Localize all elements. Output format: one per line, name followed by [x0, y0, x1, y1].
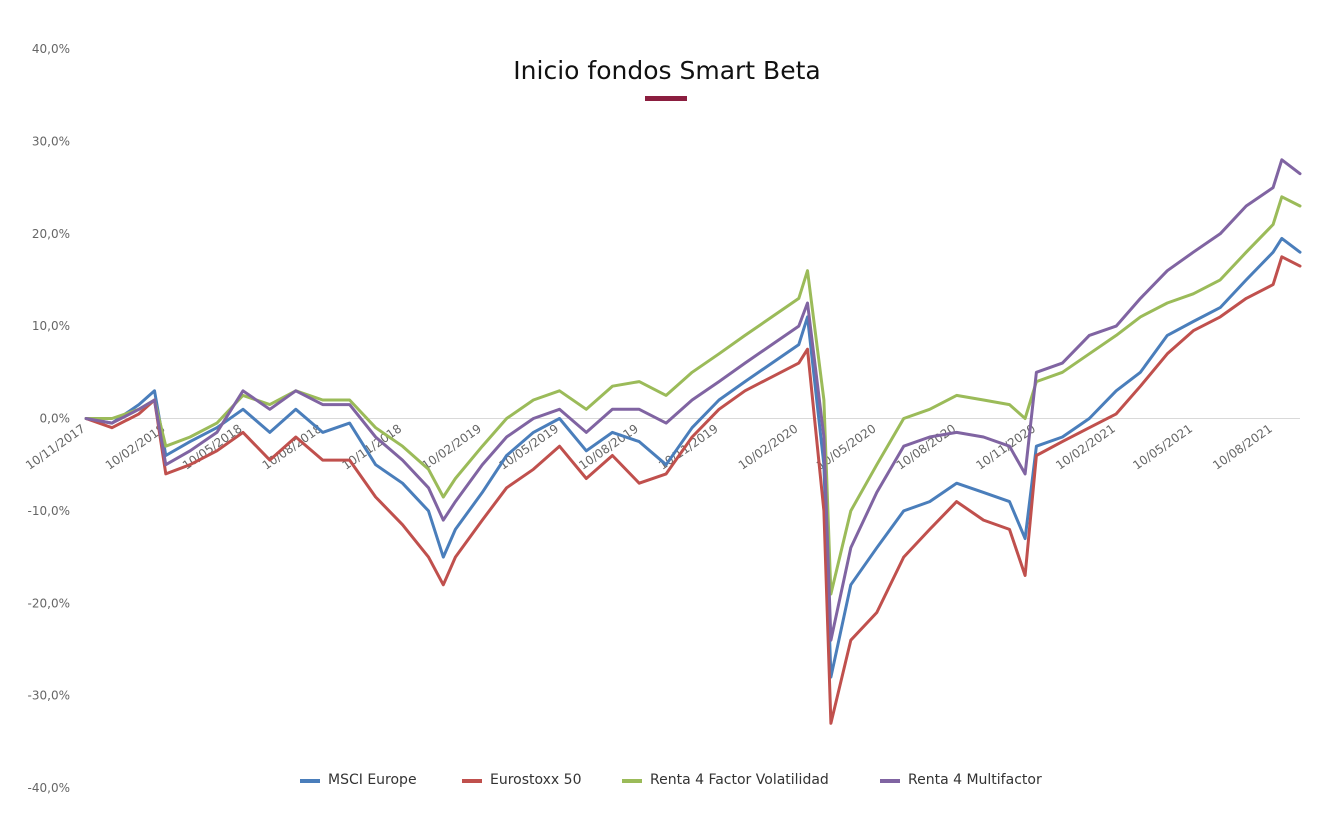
series-line-1 [84, 236, 1302, 679]
chart-title: Inicio fondos Smart Beta [513, 56, 820, 85]
legend-label: Renta 4 Multifactor [908, 772, 1042, 788]
legend-swatch [622, 779, 642, 783]
legend: MSCI Europe Eurostoxx 50 Renta 4 Factor Vo… [300, 772, 1042, 788]
x-tick-label: 10/02/2019 [419, 421, 484, 472]
y-tick-label: 40,0% [32, 42, 70, 56]
series-line-3 [84, 195, 1302, 596]
legend-label: Eurostoxx 50 [490, 772, 582, 788]
y-tick-label: -40,0% [28, 781, 70, 795]
y-tick-label: -10,0% [28, 504, 70, 518]
y-axis: 40,0% 30,0% 20,0% 10,0% 0,0% -10,0% -20,0% -30,… [28, 42, 70, 795]
x-tick-label: 10/08/2018 [260, 421, 325, 472]
x-tick-label: 10/11/2017 [23, 421, 88, 472]
x-tick-label: 10/08/2019 [576, 421, 641, 472]
y-tick-label: 30,0% [32, 134, 70, 148]
x-tick-label: 10/08/2021 [1210, 421, 1275, 472]
y-tick-label: -20,0% [28, 596, 70, 610]
x-tick-label: 10/11/2018 [340, 421, 405, 472]
legend-label: MSCI Europe [328, 772, 417, 788]
x-tick-label: 10/05/2021 [1130, 421, 1195, 472]
x-tick-label: 10/05/2019 [496, 421, 561, 472]
legend-swatch [300, 779, 320, 783]
legend-label: Renta 4 Factor Volatilidad [650, 772, 829, 788]
series-line-4 [84, 158, 1302, 642]
y-tick-label: 20,0% [32, 227, 70, 241]
series-lines [84, 158, 1302, 725]
y-tick-label: 0,0% [40, 412, 71, 426]
legend-swatch [880, 779, 900, 783]
legend-swatch [462, 779, 482, 783]
x-tick-label: 10/02/2020 [736, 421, 801, 472]
y-tick-label: 10,0% [32, 319, 70, 333]
title-accent-bar [645, 96, 687, 101]
series-line-2 [84, 255, 1302, 725]
y-tick-label: -30,0% [28, 689, 70, 703]
